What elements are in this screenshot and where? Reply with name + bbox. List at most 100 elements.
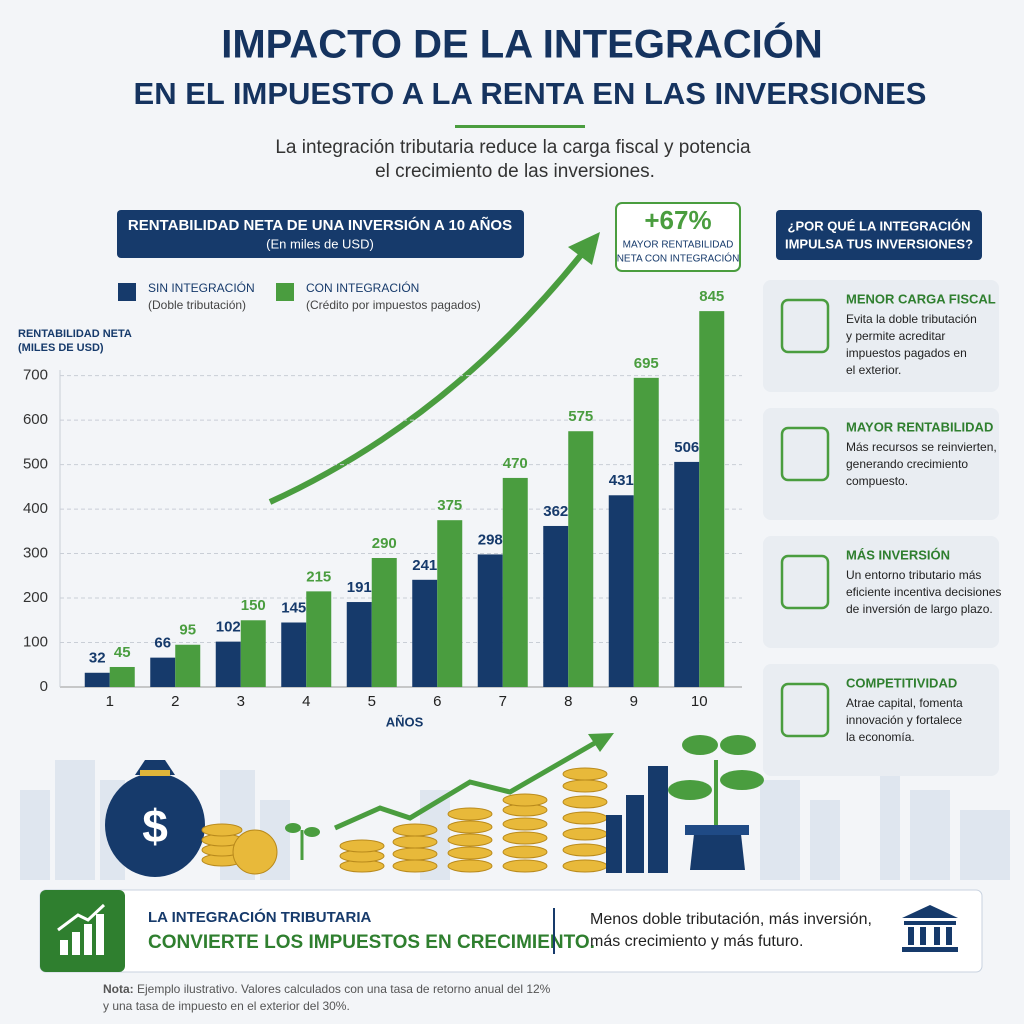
chart-title: RENTABILIDAD NETA DE UNA INVERSIÓN A 10 … — [128, 216, 512, 234]
subtitle-line: La integración tributaria reduce la carg… — [275, 137, 751, 158]
footer-headline: CONVIERTE LOS IMPUESTOS EN CRECIMIENTO. — [148, 932, 595, 953]
bar — [608, 495, 634, 687]
divider — [455, 125, 585, 128]
title-line: EN EL IMPUESTO A LA RENTA EN LAS INVERSI… — [134, 76, 927, 111]
bar — [175, 644, 201, 687]
sidebar-icon — [780, 554, 830, 610]
bar — [306, 591, 332, 687]
bar — [215, 641, 241, 687]
sidebar-item-text: compuesto. — [846, 474, 908, 488]
bar — [150, 657, 176, 687]
value-label: 66 — [154, 635, 171, 652]
footer-box — [39, 889, 983, 973]
y-axis-label: RENTABILIDAD NETA — [18, 328, 132, 340]
bar — [477, 554, 503, 687]
value-label: 241 — [412, 557, 437, 574]
sidebar-item-text: Un entorno tributario más — [846, 568, 981, 582]
annotation-highlight: +67% — [644, 205, 711, 235]
legend-label: SIN INTEGRACIÓN — [148, 280, 255, 295]
x-tick-label: 7 — [499, 693, 507, 710]
sidebar-item-title: COMPETITIVIDAD — [846, 675, 957, 690]
sidebar-item-text: la economía. — [846, 730, 915, 744]
sidebar-item-title: MAYOR RENTABILIDAD — [846, 419, 993, 434]
sidebar-item-text: generando crecimiento — [846, 457, 968, 471]
bar — [240, 620, 266, 687]
note-label: Nota: — [103, 982, 134, 996]
x-tick-label: 3 — [237, 693, 245, 710]
bar — [437, 520, 463, 687]
sidebar-item-text: Más recursos se reinvierten, — [846, 440, 997, 454]
bar — [699, 311, 725, 687]
x-tick-label: 9 — [630, 693, 638, 710]
trend-arrow-head — [568, 232, 600, 265]
sidebar-icon — [780, 426, 830, 482]
value-label: 845 — [699, 288, 724, 305]
sidebar-item-text: Atrae capital, fomenta — [846, 696, 963, 710]
note-text: y una tasa de impuesto en el exterior de… — [103, 999, 350, 1013]
value-label: 191 — [347, 579, 372, 596]
x-tick-label: 1 — [106, 693, 114, 710]
bar — [568, 431, 594, 687]
footer-message: Menos doble tributación, más inversión, — [590, 911, 872, 928]
value-label: 575 — [568, 408, 593, 425]
sidebar: MENOR CARGA FISCAL Evita la doble tributa… — [763, 280, 1001, 776]
y-tick-label: 400 — [23, 500, 48, 517]
sidebar-item-text: de inversión de largo plazo. — [846, 602, 993, 616]
x-tick-label: 4 — [302, 693, 310, 710]
bar — [109, 666, 135, 687]
x-tick-label: 2 — [171, 693, 179, 710]
bar — [281, 622, 307, 687]
x-axis-label: AÑOS — [386, 714, 424, 729]
sidebar-item-text: el exterior. — [846, 363, 901, 377]
sidebar-item-text: eficiente incentiva decisiones — [846, 585, 1001, 599]
y-tick-label: 100 — [23, 633, 48, 650]
value-label: 32 — [89, 650, 106, 667]
sidebar-card — [763, 408, 999, 520]
value-label: 102 — [216, 619, 241, 636]
value-label: 375 — [437, 497, 462, 514]
subtitle-line: el crecimiento de las inversiones. — [375, 161, 655, 182]
bar — [346, 602, 372, 687]
y-tick-label: 600 — [23, 411, 48, 428]
legend-swatch — [118, 283, 136, 301]
value-label: 695 — [634, 355, 659, 372]
sidebar-item-text: Evita la doble tributación — [846, 312, 977, 326]
sidebar-title: ¿POR QUÉ LA INTEGRACIÓN — [788, 218, 971, 233]
value-label: 95 — [179, 622, 196, 639]
sidebar-icon — [780, 298, 830, 354]
footer-icon — [57, 903, 106, 955]
value-label: 470 — [503, 455, 528, 472]
value-label: 215 — [306, 568, 331, 585]
footer-message: más crecimiento y más futuro. — [590, 933, 803, 950]
value-label: 506 — [674, 439, 699, 456]
value-label: 362 — [543, 503, 568, 520]
value-label: 145 — [281, 599, 306, 616]
note-text: Ejemplo ilustrativo. Valores calculados … — [137, 982, 551, 996]
y-tick-label: 300 — [23, 545, 48, 562]
bar — [674, 461, 700, 687]
bar — [84, 672, 110, 687]
annotation-text: MAYOR RENTABILIDAD — [623, 240, 734, 251]
y-axis-label: (MILES DE USD) — [18, 342, 104, 354]
title-line: IMPACTO DE LA INTEGRACIÓN — [221, 21, 822, 67]
legend-description: (Doble tributación) — [148, 298, 246, 312]
bar — [543, 525, 569, 687]
legend-label: CON INTEGRACIÓN — [306, 280, 419, 295]
sidebar-item-text: impuestos pagados en — [846, 346, 967, 360]
sidebar-item-title: MENOR CARGA FISCAL — [846, 291, 996, 306]
sidebar-title: IMPULSA TUS INVERSIONES? — [785, 236, 973, 251]
x-tick-label: 8 — [564, 693, 572, 710]
sidebar-card — [763, 664, 999, 776]
footer-lead: LA INTEGRACIÓN TRIBUTARIA — [148, 908, 371, 926]
value-label: 150 — [241, 597, 266, 614]
sidebar-icon — [780, 682, 830, 738]
y-tick-label: 500 — [23, 456, 48, 473]
x-tick-label: 6 — [433, 693, 441, 710]
chart-subtitle: (En miles de USD) — [266, 236, 374, 251]
value-label: 45 — [114, 644, 131, 661]
sidebar-item-text: y permite acreditar — [846, 329, 945, 343]
y-tick-label: 0 — [40, 678, 48, 695]
footer-divider — [553, 908, 555, 954]
